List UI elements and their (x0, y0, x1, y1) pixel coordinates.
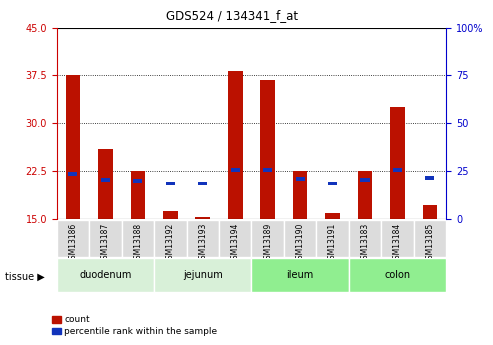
Bar (260, 80, 275, 219)
Text: GSM13185: GSM13185 (425, 223, 434, 264)
Bar (231, 168, 240, 172)
Bar (101, 178, 110, 181)
Text: jejunum: jejunum (183, 270, 223, 279)
Bar (154, 220, 186, 257)
Bar (381, 220, 414, 257)
Bar (57, 28, 154, 219)
Bar (284, 220, 317, 257)
Bar (358, 171, 372, 219)
Bar (251, 258, 349, 292)
Bar (131, 171, 145, 219)
Bar (122, 220, 154, 257)
Bar (349, 28, 446, 219)
Text: GSM13186: GSM13186 (69, 223, 77, 264)
Bar (393, 168, 402, 172)
Text: GSM13190: GSM13190 (296, 223, 305, 264)
Bar (293, 171, 308, 219)
Bar (263, 168, 272, 172)
Bar (57, 220, 89, 257)
Bar (89, 220, 122, 257)
Bar (317, 220, 349, 257)
Bar (186, 220, 219, 257)
Bar (423, 205, 437, 219)
Bar (349, 258, 446, 292)
Text: duodenum: duodenum (79, 270, 132, 279)
Text: GSM13184: GSM13184 (393, 223, 402, 264)
Text: GSM13194: GSM13194 (231, 223, 240, 264)
Text: GSM13193: GSM13193 (198, 223, 207, 264)
Text: GSM13189: GSM13189 (263, 223, 272, 264)
Bar (133, 179, 142, 183)
Bar (154, 28, 251, 219)
Text: ileum: ileum (286, 270, 314, 279)
Bar (163, 211, 177, 219)
Bar (195, 217, 210, 219)
Bar (296, 177, 305, 181)
Bar (219, 220, 251, 257)
Bar (66, 76, 80, 219)
Text: tissue ▶: tissue ▶ (5, 272, 45, 282)
Text: GSM13191: GSM13191 (328, 223, 337, 264)
Bar (328, 182, 337, 185)
Text: GSM13187: GSM13187 (101, 223, 110, 264)
Bar (390, 107, 405, 219)
Bar (228, 71, 243, 219)
Text: GSM13183: GSM13183 (360, 223, 370, 264)
Bar (198, 182, 207, 185)
Legend: count, percentile rank within the sample: count, percentile rank within the sample (49, 312, 221, 340)
Bar (69, 172, 77, 176)
Text: GSM13188: GSM13188 (133, 223, 142, 264)
Bar (251, 220, 284, 257)
Text: GSM13192: GSM13192 (166, 223, 175, 264)
Bar (360, 178, 370, 181)
Bar (57, 258, 154, 292)
Bar (251, 28, 349, 219)
Bar (98, 149, 113, 219)
Bar (325, 213, 340, 219)
Text: colon: colon (385, 270, 411, 279)
Bar (166, 182, 175, 185)
Bar (154, 258, 251, 292)
Text: GDS524 / 134341_f_at: GDS524 / 134341_f_at (166, 9, 298, 22)
Bar (414, 220, 446, 257)
Bar (349, 220, 381, 257)
Bar (425, 176, 434, 180)
